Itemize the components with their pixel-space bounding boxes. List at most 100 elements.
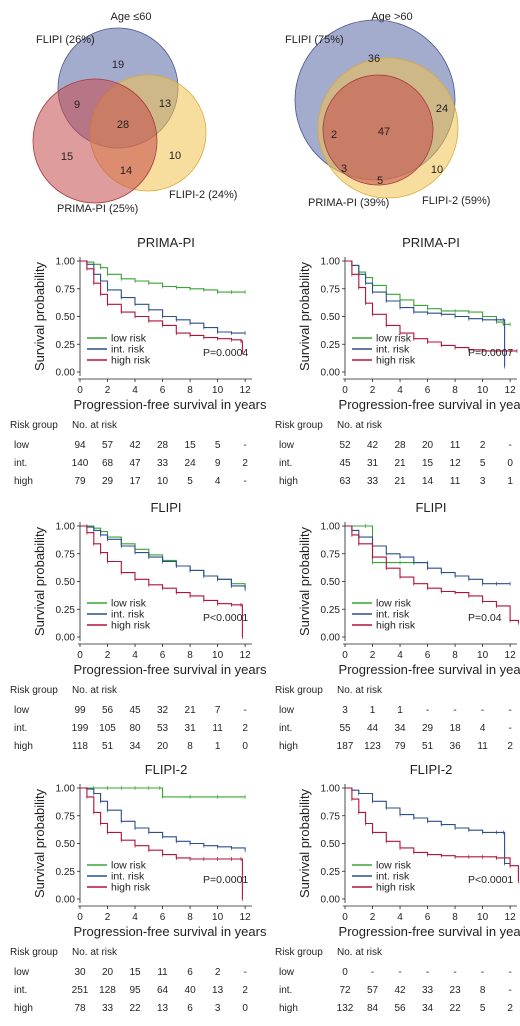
risk-count: 45 <box>129 705 141 716</box>
legend-label-int: int. risk <box>376 871 410 883</box>
y-tick-label: 0.25 <box>321 605 341 616</box>
risk-count: - <box>481 705 484 716</box>
chart-title: FLIPI-2 <box>410 762 453 777</box>
risk-count: 30 <box>74 967 86 978</box>
risk-count: 251 <box>72 985 89 996</box>
risk-count: 32 <box>157 705 169 716</box>
venn-label-flipi2: FLIPI-2 (59%) <box>422 195 490 207</box>
risk-count: 94 <box>74 440 86 451</box>
p-value: P<0.0001 <box>203 612 248 624</box>
x-tick-label: 10 <box>477 912 489 923</box>
x-tick-label: 6 <box>160 650 166 661</box>
p-value: P=0.0001 <box>203 874 248 886</box>
risk-count: 11 <box>450 440 461 451</box>
venn-count-prima-only: 15 <box>61 151 73 163</box>
risk-count: - <box>243 967 246 978</box>
risk-count: 13 <box>157 1003 169 1014</box>
venn-panel-age-le-60: Age ≤60 FLIPI (26%) PRIMA-PI (25%) FLIPI… <box>32 11 237 215</box>
risk-count: 5 <box>215 440 221 451</box>
y-tick-label: 0.25 <box>56 605 76 616</box>
risk-count: 199 <box>72 723 89 734</box>
x-tick-label: 10 <box>477 650 489 661</box>
y-axis-label: Survival probability <box>32 788 47 898</box>
risk-count: 118 <box>72 741 88 752</box>
y-tick-label: 0.25 <box>321 340 341 351</box>
risk-row-label: high <box>279 1003 298 1014</box>
y-tick-label: 1.00 <box>56 522 76 533</box>
risk-count: 52 <box>339 440 351 451</box>
venn-count-flipi-only: 19 <box>112 59 124 71</box>
risk-count: 42 <box>129 440 141 451</box>
venn-title: Age ≤60 <box>111 11 152 23</box>
risk-count: - <box>508 723 511 734</box>
risk-count: 5 <box>480 1003 486 1014</box>
risk-count: 53 <box>157 723 169 734</box>
venn-label-flipi: FLIPI (26%) <box>36 34 95 46</box>
x-tick-label: 10 <box>212 650 224 661</box>
risk-count: 105 <box>99 723 116 734</box>
x-tick-label: 12 <box>240 912 252 923</box>
x-tick-label: 12 <box>240 650 252 661</box>
x-tick-label: 10 <box>212 912 224 923</box>
risk-count: 7 <box>215 705 221 716</box>
x-tick-label: 2 <box>370 650 376 661</box>
x-tick-label: 12 <box>505 650 517 661</box>
risk-count: 128 <box>99 985 116 996</box>
km-curve-high <box>80 525 243 637</box>
risk-count: 5 <box>480 458 486 469</box>
risk-count: - <box>243 440 246 451</box>
risk-count: 15 <box>422 458 434 469</box>
x-tick-label: 6 <box>425 385 431 396</box>
chart-title: PRIMA-PI <box>137 235 195 250</box>
risk-count: 40 <box>185 985 197 996</box>
y-tick-label: 1.00 <box>56 784 76 795</box>
risk-count: 2 <box>480 440 486 451</box>
risk-count: 20 <box>157 741 169 752</box>
risk-count: 42 <box>367 440 379 451</box>
x-tick-label: 6 <box>160 385 166 396</box>
risk-count: 123 <box>364 741 381 752</box>
x-tick-label: 8 <box>187 650 193 661</box>
risk-count: 99 <box>74 705 86 716</box>
risk-count: 9 <box>215 458 221 469</box>
km-panel: FLIPI Survival probability 0.00 0.25 0.50 0.7… <box>10 500 267 752</box>
risk-count: 45 <box>339 458 351 469</box>
risk-count: 2 <box>242 458 248 469</box>
risk-count: 72 <box>339 985 351 996</box>
y-tick-label: 1.00 <box>56 257 76 268</box>
x-tick-label: 8 <box>452 385 458 396</box>
x-tick-label: 4 <box>397 650 403 661</box>
x-tick-label: 2 <box>105 385 111 396</box>
risk-count: 13 <box>212 985 224 996</box>
risk-count: 22 <box>129 1003 141 1014</box>
y-tick-label: 0.50 <box>321 577 341 588</box>
risk-row-label: int. <box>279 723 292 734</box>
km-panel: FLIPI Survival probability 0.00 0.25 0.50 0.7… <box>275 500 520 752</box>
risk-count: 140 <box>72 458 89 469</box>
risk-count: 11 <box>157 967 168 978</box>
km-panel: FLIPI-2 Survival probability 0.00 0.25 0.50 0… <box>10 762 267 1014</box>
risk-count: 34 <box>129 741 141 752</box>
risk-count: 22 <box>450 1003 462 1014</box>
legend-label-int: int. risk <box>111 871 145 883</box>
risk-count: 15 <box>185 440 197 451</box>
risk-count: 23 <box>450 985 462 996</box>
risk-count: 31 <box>367 458 379 469</box>
risk-count: 0 <box>242 741 248 752</box>
legend-label-int: int. risk <box>111 344 145 356</box>
x-tick-label: 4 <box>132 650 138 661</box>
risk-count: 84 <box>367 1003 379 1014</box>
y-tick-label: 0.00 <box>321 368 341 379</box>
y-axis-label: Survival probability <box>297 788 312 898</box>
risk-table-subheader: No. at risk <box>72 685 118 696</box>
legend-label-high: high risk <box>376 882 416 894</box>
x-tick-label: 0 <box>77 385 83 396</box>
p-value: P=0.0007 <box>468 347 513 359</box>
chart-title: FLIPI-2 <box>145 762 188 777</box>
km-panel: FLIPI-2 Survival probability 0.00 0.25 0.50 0… <box>275 762 520 1014</box>
x-tick-label: 2 <box>105 912 111 923</box>
risk-row-label: low <box>279 967 295 978</box>
risk-count: 0 <box>342 967 348 978</box>
venn-label-flipi2: FLIPI-2 (24%) <box>169 189 237 201</box>
